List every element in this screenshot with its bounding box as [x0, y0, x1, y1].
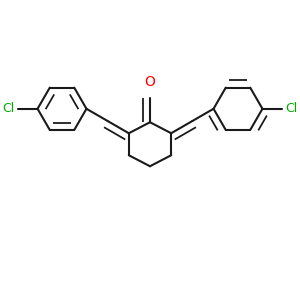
Text: O: O [145, 75, 155, 89]
Text: Cl: Cl [286, 102, 298, 115]
Text: Cl: Cl [2, 102, 14, 115]
